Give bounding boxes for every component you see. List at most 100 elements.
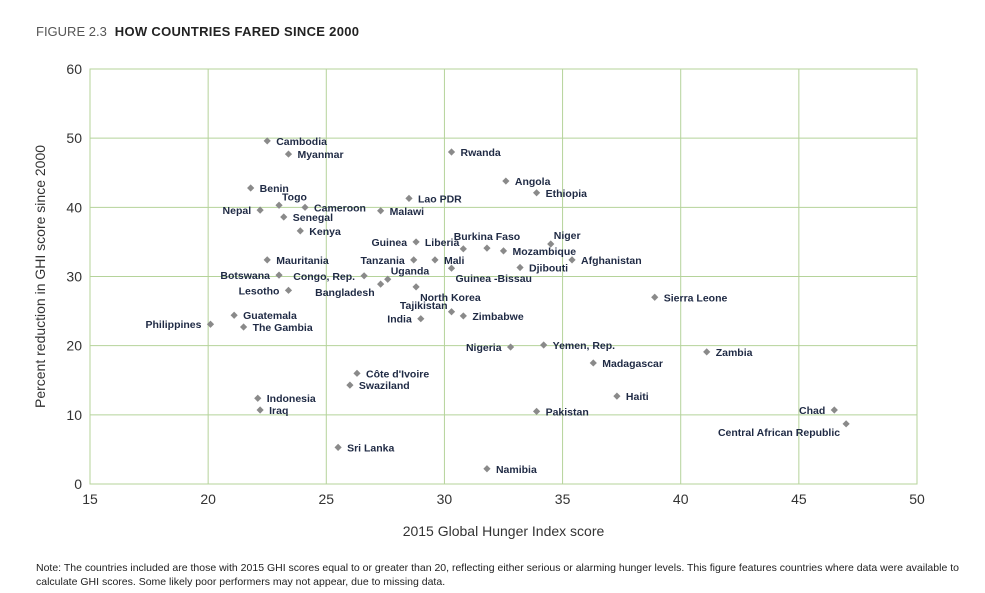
- point-label: Ethiopia: [546, 188, 588, 200]
- data-point: [417, 315, 425, 323]
- data-point: [384, 275, 392, 283]
- data-point: [459, 312, 467, 320]
- point-label: North Korea: [420, 292, 481, 304]
- point-label: Nigeria: [466, 342, 502, 354]
- point-label: Yemen, Rep.: [553, 340, 616, 352]
- data-point: [230, 311, 238, 319]
- point-label: Malawi: [390, 206, 425, 218]
- data-point: [275, 271, 283, 279]
- point-label: Mali: [444, 255, 465, 267]
- point-label: Botswana: [220, 270, 270, 282]
- point-label: Central African Republic: [718, 427, 840, 439]
- y-tick-label: 60: [66, 61, 82, 77]
- data-point: [280, 213, 288, 221]
- data-point: [483, 465, 491, 473]
- data-point: [447, 148, 456, 156]
- data-point: [703, 348, 711, 356]
- data-point: [296, 227, 304, 235]
- point-label: Namibia: [496, 464, 537, 476]
- data-point: [547, 240, 555, 248]
- point-label: Guinea: [371, 237, 407, 249]
- point-label: Guatemala: [243, 310, 297, 322]
- data-point: [377, 207, 385, 215]
- point-label: Myanmar: [297, 149, 343, 161]
- x-tick-label: 25: [318, 491, 334, 507]
- data-point: [254, 394, 262, 402]
- data-point: [447, 308, 456, 316]
- scatter-chart: 15 20 25 30 35 40 45 50 0 10 20 30 40 50 60 2015 Global…: [32, 61, 925, 539]
- point-label: Cameroon: [314, 202, 366, 214]
- data-point: [256, 206, 264, 214]
- point-label: Burkina Faso: [454, 231, 521, 243]
- point-label: Mozambique: [513, 246, 577, 258]
- point-label: Uganda: [391, 265, 430, 277]
- x-tick-label: 20: [200, 491, 216, 507]
- data-point: [301, 203, 309, 211]
- x-tick-label: 15: [82, 491, 98, 507]
- point-label: Kenya: [309, 226, 341, 238]
- point-label: Swaziland: [359, 380, 410, 392]
- point-label: Sierra Leone: [664, 292, 728, 304]
- point-label: Togo: [282, 191, 307, 203]
- data-point: [459, 245, 467, 253]
- point-label: Philippines: [145, 319, 201, 331]
- data-point: [284, 286, 293, 294]
- point-label: Indonesia: [267, 393, 316, 405]
- point-label: Guinea -Bissau: [456, 273, 532, 285]
- point-label: Bangladesh: [315, 287, 375, 299]
- data-point: [377, 280, 385, 288]
- data-point: [540, 341, 548, 349]
- point-label: Côte d'Ivoire: [366, 368, 429, 380]
- point-label: Mauritania: [276, 255, 329, 267]
- point-label: Madagascar: [602, 358, 663, 370]
- point-label: Nepal: [223, 205, 252, 217]
- point-label: Djibouti: [529, 263, 568, 275]
- data-point: [568, 256, 576, 264]
- point-label: Zambia: [716, 347, 753, 359]
- point-label: Haiti: [626, 391, 649, 403]
- data-point: [431, 256, 439, 264]
- data-point: [412, 238, 420, 246]
- point-label: Niger: [554, 230, 581, 242]
- data-point: [206, 320, 215, 328]
- point-label: Tanzania: [361, 255, 405, 267]
- data-point: [410, 256, 418, 264]
- data-point: [830, 406, 838, 414]
- data-point: [516, 263, 524, 272]
- x-tick-label: 40: [673, 491, 689, 507]
- data-point: [239, 323, 248, 331]
- point-label: Benin: [260, 183, 289, 195]
- y-tick-label: 0: [74, 476, 82, 492]
- point-label: Iraq: [269, 405, 288, 417]
- data-point: [613, 392, 621, 400]
- x-tick-label: 45: [791, 491, 807, 507]
- x-tick-label: 50: [909, 491, 925, 507]
- point-label: Cambodia: [276, 136, 327, 148]
- data-point: [483, 244, 491, 252]
- x-tick-label: 30: [437, 491, 453, 507]
- y-tick-label: 10: [66, 407, 82, 423]
- data-point: [263, 137, 271, 145]
- y-tick-label: 20: [66, 338, 82, 354]
- y-axis-label: Percent reduction in GHI score since 200…: [32, 145, 48, 408]
- point-label: Congo, Rep.: [293, 271, 355, 283]
- point-label: The Gambia: [253, 322, 313, 334]
- data-point: [499, 247, 508, 255]
- point-label: Lesotho: [239, 285, 280, 297]
- point-label: Afghanistan: [581, 255, 642, 267]
- data-point: [502, 177, 510, 185]
- figure-title: FIGURE 2.3 HOW COUNTRIES FARED SINCE 2000: [36, 24, 359, 39]
- data-point: [412, 283, 420, 291]
- figure-note: Note: The countries included are those w…: [36, 562, 959, 588]
- data-point: [360, 272, 368, 280]
- point-label: Tajikistan: [400, 300, 448, 312]
- point-label: India: [387, 314, 412, 326]
- data-point: [405, 194, 413, 202]
- data-point: [275, 201, 283, 209]
- y-tick-label: 50: [66, 130, 82, 146]
- data-point: [247, 184, 255, 192]
- point-label: Rwanda: [461, 147, 501, 159]
- point-label: Chad: [799, 405, 825, 417]
- data-point: [346, 381, 354, 389]
- figure-number: FIGURE 2.3: [36, 24, 107, 39]
